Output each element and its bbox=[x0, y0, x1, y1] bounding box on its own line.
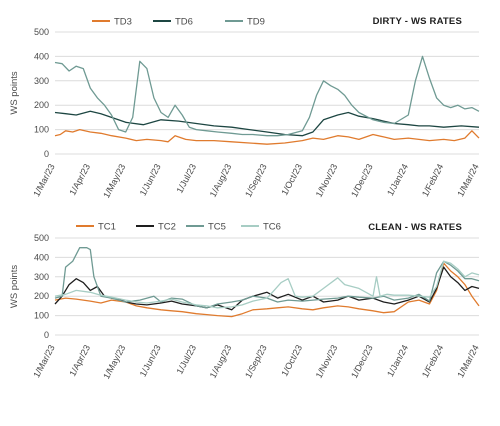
y-tick-label: 200 bbox=[34, 291, 49, 301]
y-axis-label: WS points bbox=[9, 265, 20, 309]
x-tick-label: 1/May/23 bbox=[101, 162, 127, 199]
chart-title: DIRTY - WS RATES bbox=[373, 16, 462, 27]
x-tick-label: 1/Nov/23 bbox=[314, 162, 340, 199]
series-line-td9 bbox=[54, 55, 480, 137]
legend-label: TD6 bbox=[175, 17, 193, 28]
chart-panel-2: 0 100 200 300 400 500 WS points 1/Mar/23 1/Apr/2… bbox=[9, 222, 481, 381]
x-tick-label: 1/Nov/23 bbox=[314, 343, 340, 380]
x-tick-label: 1/Mar/23 bbox=[31, 162, 57, 198]
x-tick-label: 1/Sep/23 bbox=[243, 162, 269, 199]
series-line-td3 bbox=[54, 128, 480, 145]
y-tick-label: 300 bbox=[34, 272, 49, 282]
legend-label: TC6 bbox=[263, 222, 281, 233]
legend-label: TC2 bbox=[158, 222, 176, 233]
x-tick-label: 1/Jul/23 bbox=[174, 343, 198, 376]
x-tick-label: 1/Oct/23 bbox=[279, 343, 304, 378]
y-tick-label: 300 bbox=[34, 76, 49, 86]
x-tick-label: 1/Mar/24 bbox=[455, 162, 481, 198]
x-tick-label: 1/Aug/23 bbox=[208, 162, 234, 199]
legend-label: TC1 bbox=[98, 222, 116, 233]
x-tick-label: 1/Aug/23 bbox=[208, 343, 234, 380]
y-tick-label: 0 bbox=[44, 330, 49, 340]
x-tick-label: 1/Dec/23 bbox=[349, 162, 375, 199]
series-line-td6 bbox=[54, 110, 480, 137]
legend-label: TD9 bbox=[247, 17, 265, 28]
x-tick-label: 1/Feb/24 bbox=[420, 162, 446, 198]
series-line-tc1 bbox=[54, 262, 480, 318]
x-tick-label: 1/Jan/24 bbox=[385, 162, 410, 197]
y-tick-label: 0 bbox=[44, 149, 49, 159]
y-tick-label: 500 bbox=[34, 27, 49, 37]
x-tick-label: 1/May/23 bbox=[101, 343, 127, 380]
x-tick-label: 1/Feb/24 bbox=[420, 343, 446, 379]
y-tick-label: 400 bbox=[34, 252, 49, 262]
legend-label: TD3 bbox=[114, 17, 132, 28]
chart-title: CLEAN - WS RATES bbox=[368, 222, 462, 233]
y-axis-label: WS points bbox=[9, 71, 20, 115]
y-tick-label: 200 bbox=[34, 100, 49, 110]
x-tick-label: 1/Oct/23 bbox=[279, 162, 304, 197]
series-line-tc2 bbox=[54, 266, 480, 311]
y-tick-label: 500 bbox=[34, 233, 49, 243]
x-tick-label: 1/Dec/23 bbox=[349, 343, 375, 380]
y-tick-label: 400 bbox=[34, 51, 49, 61]
series-line-tc5 bbox=[54, 247, 480, 309]
y-tick-label: 100 bbox=[34, 125, 49, 135]
x-tick-label: 1/Mar/24 bbox=[455, 343, 481, 379]
y-tick-label: 100 bbox=[34, 311, 49, 321]
x-tick-label: 1/Mar/23 bbox=[31, 343, 57, 379]
x-tick-label: 1/Jan/24 bbox=[385, 343, 410, 378]
x-tick-label: 1/Jun/23 bbox=[138, 162, 163, 197]
x-tick-label: 1/Jul/23 bbox=[174, 162, 198, 195]
x-tick-label: 1/Jun/23 bbox=[138, 343, 163, 378]
chart-panel-1: 0 100 200 300 400 500 WS points 1/Mar/23 1/Apr/2… bbox=[9, 16, 481, 200]
series-line-tc6 bbox=[54, 260, 480, 309]
x-tick-label: 1/Apr/23 bbox=[67, 162, 92, 197]
x-tick-label: 1/Sep/23 bbox=[243, 343, 269, 380]
legend-label: TC5 bbox=[208, 222, 226, 233]
x-tick-label: 1/Apr/23 bbox=[67, 343, 92, 378]
